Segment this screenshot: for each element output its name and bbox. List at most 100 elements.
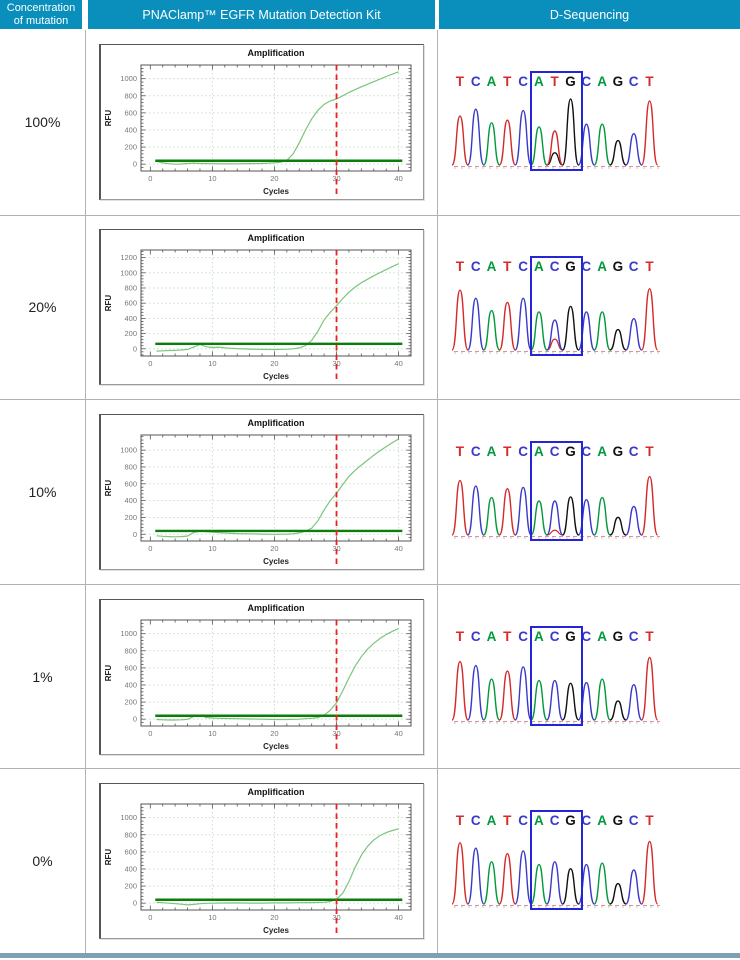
svg-text:1000: 1000 [120, 813, 137, 822]
svg-text:800: 800 [124, 92, 137, 101]
base-letter: C [518, 443, 528, 459]
base-letter: A [486, 813, 497, 829]
header-concentration-cell: Concentration of mutation [0, 0, 82, 29]
base-letter: A [597, 74, 607, 90]
base-letter: T [455, 74, 465, 90]
base-letter: G [612, 259, 624, 275]
base-letter: G [565, 259, 576, 275]
amplification-plot: 0 10 20 30 4002004006008001000AmplificationC… [104, 603, 412, 752]
y-axis-label: RFU [104, 295, 113, 312]
chart-title: Amplification [247, 418, 304, 428]
base-letter: C [470, 813, 481, 829]
base-letter: C [518, 813, 528, 829]
svg-text:20: 20 [270, 544, 278, 553]
base-letter: C [518, 259, 528, 275]
base-letter: G [612, 443, 624, 459]
base-letter: C [581, 443, 592, 459]
svg-text:0: 0 [133, 714, 137, 723]
base-letter: A [597, 813, 607, 829]
base-letter: T [455, 443, 465, 459]
amplification-chart: 0 10 20 30 40 0 200 400 600 800 1000 Amplification C… [99, 413, 424, 570]
header-pnaclamp: PNAClamp™ EGFR Mutation Detection Kit [85, 0, 437, 30]
base-letter: T [645, 443, 654, 459]
base-letter: C [518, 74, 528, 90]
base-letter: T [503, 259, 512, 275]
svg-text:30: 30 [332, 174, 340, 183]
svg-text:800: 800 [124, 646, 137, 655]
base-letter: A [486, 628, 497, 644]
svg-text:600: 600 [124, 479, 137, 488]
base-letter: C [470, 259, 481, 275]
x-axis-label: Cycles [263, 187, 289, 196]
svg-text:20: 20 [270, 359, 278, 368]
concentration-cell: 0% [0, 768, 85, 953]
base-letter: T [503, 74, 512, 90]
svg-text:30: 30 [332, 359, 340, 368]
svg-text:800: 800 [124, 284, 137, 293]
base-letter: C [628, 628, 639, 644]
svg-text:1200: 1200 [120, 253, 137, 262]
chart-title: Amplification [247, 48, 304, 58]
base-letter: T [455, 813, 465, 829]
base-letter: G [565, 628, 576, 644]
base-letter: C [549, 628, 560, 644]
svg-text:0: 0 [133, 530, 137, 539]
svg-text:400: 400 [124, 314, 137, 323]
header-dsequencing-label: D-Sequencing [439, 0, 740, 29]
svg-text:10: 10 [208, 544, 216, 553]
y-axis-label: RFU [104, 480, 113, 497]
svg-text:40: 40 [394, 359, 402, 368]
base-letter: C [628, 443, 639, 459]
svg-text:400: 400 [124, 496, 137, 505]
base-letter: C [549, 259, 560, 275]
svg-text:200: 200 [124, 329, 137, 338]
base-letter: C [470, 74, 481, 90]
svg-text:800: 800 [124, 462, 137, 471]
base-letter: T [503, 628, 512, 644]
concentration-label: 10% [28, 483, 57, 500]
header-dsequencing: D-Sequencing [437, 0, 740, 30]
amplification-plot: 0 10 20 30 4002004006008001000AmplificationC… [104, 787, 412, 937]
svg-text:0: 0 [148, 544, 152, 553]
pnaclamp-result-cell: 0 10 20 30 40 0 200 400 600 800 1000 Amplification C… [85, 768, 437, 953]
svg-text:0: 0 [133, 345, 137, 354]
base-letter: A [597, 628, 607, 644]
amplification-curve [156, 627, 399, 721]
header-concentration-line1: Concentration [6, 1, 76, 14]
concentration-cell: 10% [0, 399, 85, 584]
base-letter: C [470, 443, 481, 459]
svg-text:10: 10 [208, 359, 216, 368]
header-concentration: Concentration of mutation [0, 0, 85, 30]
amplification-curve [156, 71, 399, 166]
base-letter: C [518, 628, 528, 644]
base-letter: A [597, 443, 607, 459]
concentration-label: 100% [24, 114, 61, 131]
amplification-curve [156, 438, 399, 538]
base-letter: T [455, 628, 465, 644]
sequencing-trace [451, 840, 660, 908]
svg-text:0: 0 [148, 359, 152, 368]
base-letter: C [628, 813, 639, 829]
base-letter: A [534, 813, 544, 829]
concentration-label: 1% [32, 668, 53, 685]
base-letter: A [486, 443, 497, 459]
svg-text:0: 0 [148, 174, 152, 183]
base-letter: T [645, 259, 654, 275]
bottom-bar-line [0, 952, 740, 958]
svg-text:800: 800 [124, 830, 137, 839]
base-letter: A [597, 259, 607, 275]
concentration-cell: 100% [0, 30, 85, 215]
sequencing-trace [451, 656, 660, 724]
svg-text:30: 30 [332, 544, 340, 553]
x-axis-label: Cycles [263, 372, 289, 381]
